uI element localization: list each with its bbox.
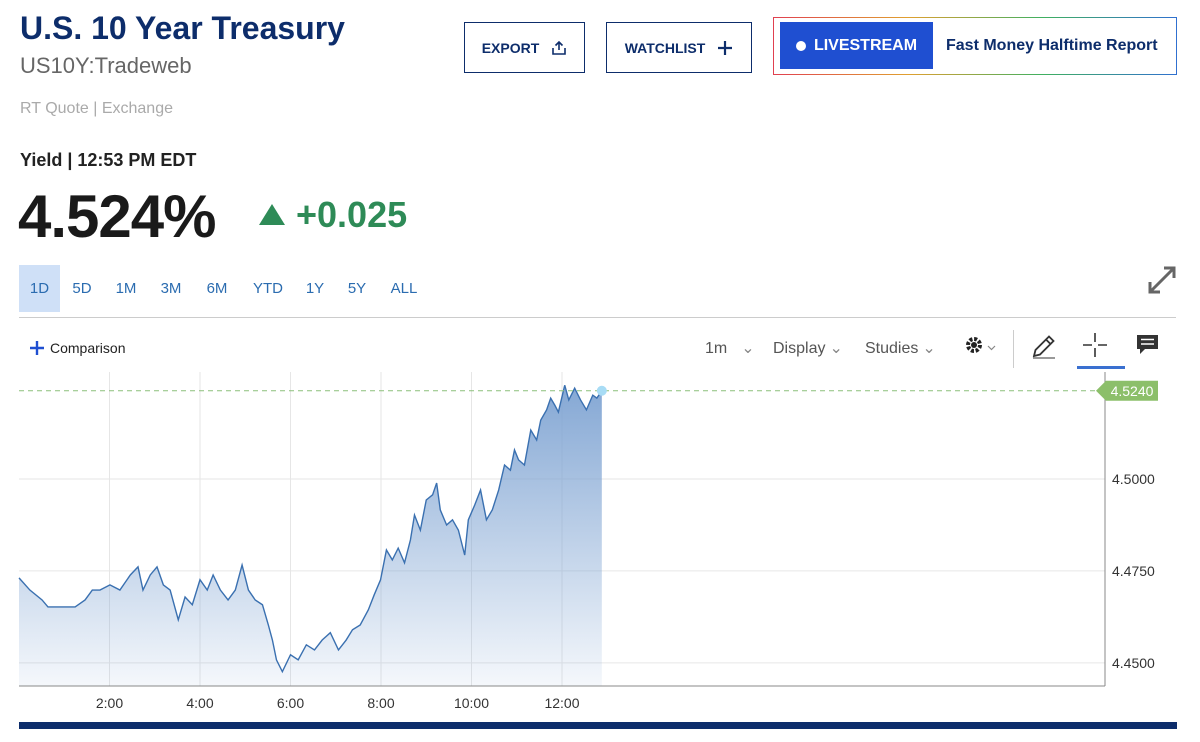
export-label: EXPORT (481, 39, 540, 56)
interval-menu[interactable]: 1m ⌄ (705, 340, 755, 357)
last-value-tag (1096, 380, 1158, 401)
separator (1013, 330, 1014, 368)
last-value-label: 4.5240 (1111, 383, 1154, 399)
plus-icon (30, 341, 44, 355)
y-tick-label: 4.4750 (1112, 563, 1155, 579)
watchlist-button[interactable]: WATCHLIST (606, 22, 752, 73)
area (19, 385, 602, 686)
plus-icon (718, 40, 733, 55)
range-tab[interactable]: 1D (19, 265, 60, 312)
draw-icon[interactable] (1030, 332, 1058, 360)
up-arrow (259, 204, 285, 225)
footer-bar (19, 722, 1177, 729)
show-title[interactable]: Fast Money Halftime Report (946, 37, 1158, 54)
export-icon (552, 40, 567, 55)
x-tick-label: 10:00 (454, 695, 489, 711)
chart: 2:00 4:00 6:00 8:00 10:00 12:00 4.4500 4.4750 4.… (18, 372, 1158, 711)
active-tool-indicator (1077, 366, 1125, 369)
studies-menu[interactable]: Studies ⌄ (865, 340, 936, 357)
display-menu[interactable]: Display ⌄ (773, 340, 843, 357)
quote-time: Yield | 12:53 PM EDT (20, 150, 197, 170)
livestream-button[interactable]: LIVESTREAM (780, 22, 933, 69)
x-tick-label: 12:00 (544, 695, 579, 711)
change: +0.025 (296, 194, 408, 235)
range-tab[interactable]: 1Y (305, 280, 325, 297)
livestream-box[interactable]: LIVESTREAM Fast Money Halftime Report (773, 17, 1177, 75)
live-dot (795, 40, 806, 51)
y-tick-label: 4.5000 (1112, 471, 1155, 487)
symbol: US10Y:Tradeweb (20, 53, 192, 78)
range-tab[interactable]: 6M (206, 280, 228, 297)
x-tick-label: 4:00 (186, 695, 213, 711)
divider (19, 317, 1176, 318)
x-tick-label: 6:00 (277, 695, 304, 711)
range-tab[interactable]: 5D (72, 280, 92, 297)
export-button[interactable]: EXPORT (464, 22, 585, 73)
display-label: Display (773, 340, 826, 357)
line (18, 385, 603, 674)
price: 4.524% (18, 183, 216, 250)
interval-label: 1m (705, 340, 728, 357)
x-tick-label: 2:00 (96, 695, 123, 711)
comment-icon[interactable] (1136, 334, 1160, 356)
range-tab[interactable]: 1M (115, 280, 137, 297)
crosshair-icon[interactable] (1082, 332, 1108, 358)
expand-icon[interactable] (1146, 264, 1178, 296)
range-tab[interactable]: YTD (253, 280, 283, 297)
last-point (596, 385, 607, 396)
settings-icon[interactable] (964, 335, 1000, 359)
x-tick-label: 8:00 (367, 695, 394, 711)
range-tab[interactable]: ALL (390, 280, 418, 297)
studies-label: Studies (865, 340, 919, 357)
watchlist-label: WATCHLIST (624, 39, 706, 56)
livestream-label: LIVESTREAM (813, 36, 918, 54)
range-tab[interactable]: 5Y (347, 280, 367, 297)
y-tick-label: 4.4500 (1112, 655, 1155, 671)
comparison-label: Comparison (50, 340, 126, 356)
comparison-button[interactable]: Comparison (30, 340, 125, 356)
range-tab[interactable]: 3M (160, 280, 182, 297)
quote-source: RT Quote | Exchange (20, 100, 173, 117)
title: U.S. 10 Year Treasury (20, 10, 345, 46)
